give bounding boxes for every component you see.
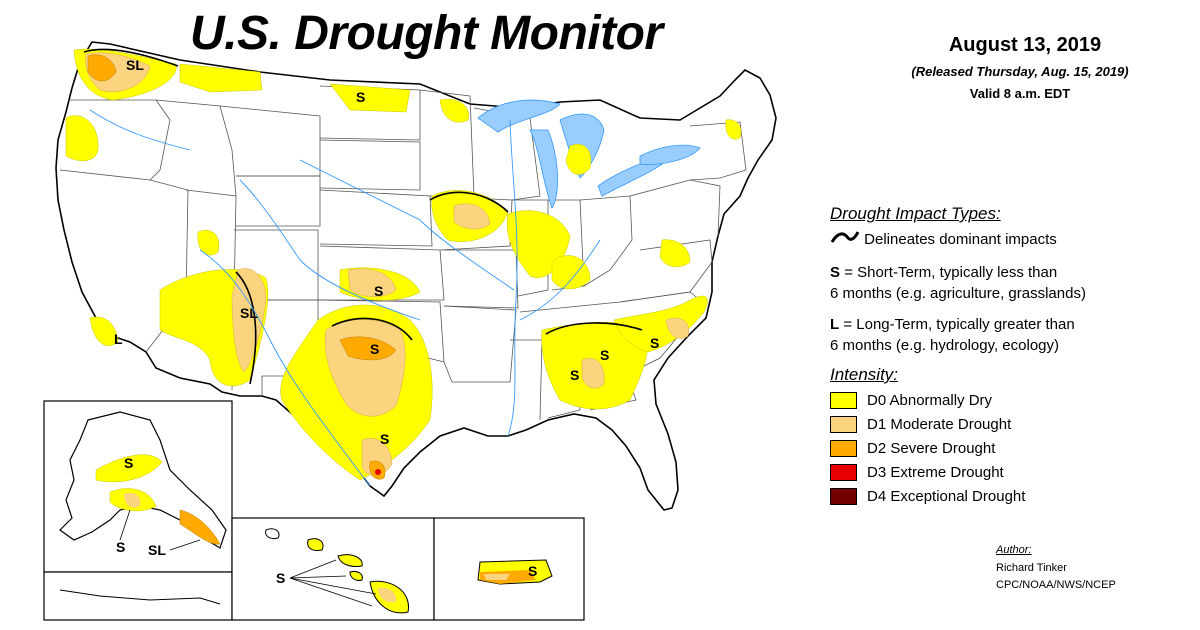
legend-label-d3: D3 Extreme Drought xyxy=(867,463,1004,481)
page-title: U.S. Drought Monitor xyxy=(190,7,663,60)
label-hawaii: S xyxy=(276,570,285,586)
d2-areas xyxy=(87,54,397,480)
intensity-heading: Intensity: xyxy=(830,365,899,384)
legend-d3: D3 Extreme Drought xyxy=(830,460,1025,484)
hawaii-inset xyxy=(231,517,435,621)
short-term-code: S xyxy=(830,264,841,281)
impact-labels: SL L SL S S S S S S S S S SL S S xyxy=(114,57,659,586)
rivers xyxy=(89,109,601,487)
label-georgia: S xyxy=(600,347,609,363)
label-california: L xyxy=(114,331,123,347)
delineates-row: Delineates dominant impacts xyxy=(830,230,1190,248)
short-term-text-2: 6 months (e.g. agriculture, grasslands) xyxy=(830,285,1086,302)
label-kansas: S xyxy=(374,283,383,299)
label-alaska-interior: S xyxy=(124,455,133,471)
author-heading: Author: xyxy=(996,544,1032,556)
legend-swatch-d3 xyxy=(830,463,857,481)
label-alaska-southeast: SL xyxy=(148,542,166,558)
legend-swatch-d1 xyxy=(830,415,857,433)
label-pacific-nw: SL xyxy=(126,57,144,73)
long-term-code: L xyxy=(830,316,840,333)
release-date: (Released Thursday, Aug. 15, 2019) xyxy=(911,64,1129,79)
author-org: CPC/NOAA/NWS/NCEP xyxy=(996,579,1116,591)
legend-label-d2: D2 Severe Drought xyxy=(867,439,996,457)
alaska-inset xyxy=(43,400,233,621)
label-south-texas: S xyxy=(380,431,389,447)
impact-types-heading: Drought Impact Types: xyxy=(830,204,1001,223)
legend-swatch-d2 xyxy=(830,439,857,457)
legend-label-d4: D4 Exceptional Drought xyxy=(867,487,1026,505)
impact-line-icon xyxy=(830,231,860,243)
label-alaska-south: S xyxy=(116,539,125,555)
legend-label-d1: D1 Moderate Drought xyxy=(867,415,1012,433)
map-date: August 13, 2019 xyxy=(948,34,1102,56)
label-alabama: S xyxy=(570,367,579,383)
legend-d2: D2 Severe Drought xyxy=(830,436,1025,460)
d3-areas xyxy=(375,469,381,475)
valid-time: Valid 8 a.m. EDT xyxy=(969,86,1071,101)
puerto-rico-inset xyxy=(433,517,585,621)
label-puerto-rico: S xyxy=(528,563,537,579)
impact-lines xyxy=(83,48,643,385)
long-term-text-2: 6 months (e.g. hydrology, ecology) xyxy=(830,337,1060,354)
legend-d0: D0 Abnormally Dry xyxy=(830,388,1025,412)
legend-d4: D4 Exceptional Drought xyxy=(830,484,1025,508)
short-term-text: = Short-Term, typically less than xyxy=(844,264,1058,281)
legend-swatch-d4 xyxy=(830,487,857,505)
author-name: Richard Tinker xyxy=(996,562,1067,574)
long-term-row: L = Long-Term, typically greater than 6 … xyxy=(830,314,1190,356)
legend-swatch-d0 xyxy=(830,391,857,409)
long-term-text: = Long-Term, typically greater than xyxy=(843,316,1075,333)
label-red-river: S xyxy=(370,341,379,357)
label-four-corners: SL xyxy=(240,305,258,321)
delineates-text: Delineates dominant impacts xyxy=(864,231,1057,248)
legend-d1: D1 Moderate Drought xyxy=(830,412,1025,436)
legend-label-d0: D0 Abnormally Dry xyxy=(867,391,993,409)
label-north-dakota: S xyxy=(356,89,365,105)
label-carolinas: S xyxy=(650,335,659,351)
short-term-row: S = Short-Term, typically less than 6 mo… xyxy=(830,262,1190,304)
intensity-legend: D0 Abnormally Dry D1 Moderate Drought D2… xyxy=(830,388,1025,508)
